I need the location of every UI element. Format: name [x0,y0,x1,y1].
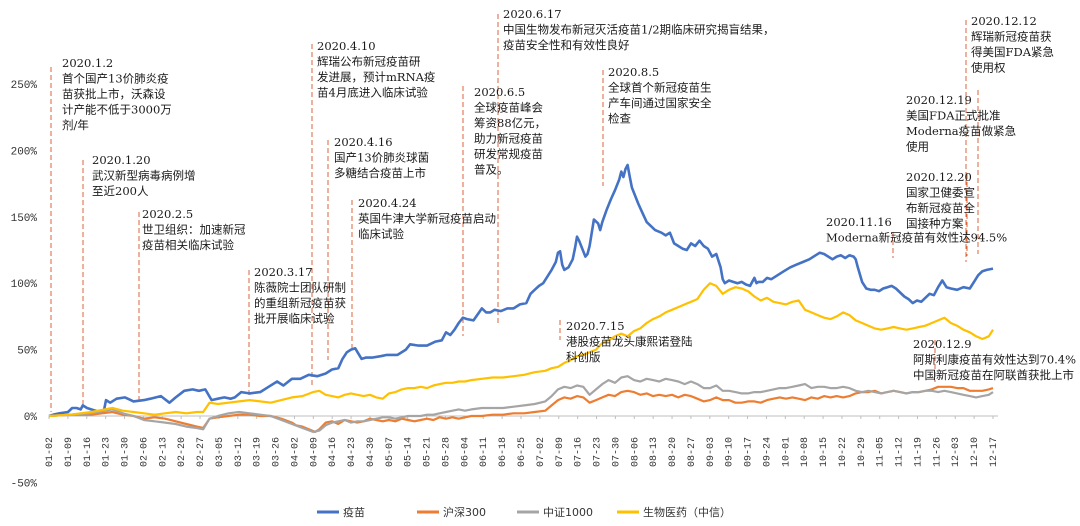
x-tick-label: 10-22 [838,437,849,467]
annotation-text: 2020.6.17 中国生物发布新冠灭活疫苗1/2期临床研究揭盲结果，疫苗安全性和… [503,7,775,52]
annotation-text: 2020.12.19 美国FDA正式批准 Moderna疫苗做紧急使用 [906,93,1016,154]
annotation-text: 2020.12.9 阿斯利康疫苗有效性达到70.4%中国新冠疫苗在阿联酋获批上市 [913,337,1076,382]
series-line [48,282,994,418]
x-tick-label: 03-19 [253,437,264,467]
x-tick-label: 08-20 [668,437,679,467]
annotation-text: 2020.6.5 全球疫苗峰会筹资88亿元，助力新冠疫苗研发常规疫苗普及。 [474,85,546,177]
x-tick-label: 06-25 [517,437,528,467]
series-line [48,375,994,433]
x-tick-label: 01-30 [121,437,132,467]
annotation-leader-lines [50,14,979,412]
annotation-text: 2020.7.15 港股疫苗龙头康熙诺登陆科创版 [566,319,693,364]
y-tick-label: 50% [17,346,37,358]
annotation-text: 2020.12.12 辉瑞新冠疫苗获得美国FDA紧急使用权 [971,14,1054,75]
x-tick-label: 09-17 [744,437,755,467]
series-lines [48,163,994,433]
x-tick-label: 08-06 [630,437,641,467]
legend-label: 中证1000 [543,506,593,519]
x-tick-label: 09-24 [762,437,773,467]
annotation-text: 2020.4.16 国产13价肺炎球菌多糖结合疫苗上市 [334,135,429,180]
x-tick-label: 11-26 [932,437,943,467]
x-tick-label: 05-14 [404,437,415,467]
x-tick-label: 03-12 [234,437,245,467]
x-tick-label: 12-17 [989,437,1000,467]
x-tick-label: 02-13 [158,437,169,467]
x-tick-label: 07-30 [611,437,622,467]
y-tick-label: 150% [11,213,38,225]
x-tick-label: 12-03 [951,437,962,467]
x-tick-label: 11-19 [913,437,924,467]
x-tick-label: 09-10 [725,437,736,467]
series-line [48,163,994,418]
annotation-text: 2020.2.5 世卫组织：加速新冠疫苗相关临床试验 [142,207,246,252]
x-tick-label: 08-13 [649,437,660,467]
annotation-text: 2020.1.2 首个国产13价肺炎疫苗获批上市，沃森设计产能不低于3000万剂/… [62,56,172,132]
x-tick-label: 06-11 [479,437,490,467]
x-tick-label: 04-16 [328,437,339,467]
y-tick-label: 100% [11,279,38,291]
x-tick-label: 12-10 [970,437,981,467]
x-tick-label: 10-08 [800,437,811,467]
x-tick-label: 07-23 [593,437,604,467]
y-tick-label: 250% [11,80,38,92]
x-tick-label: 05-07 [385,437,396,467]
x-tick-label: 03-26 [272,437,283,467]
x-tick-label: 02-27 [196,437,207,467]
x-axis-ticks: 01-02 01-09 01-16 01-23 01-30 02-06 02-13 02-20… [45,416,1000,467]
y-tick-label: 200% [11,146,38,158]
x-tick-label: 04-23 [347,437,358,467]
annotation-text: 2020.1.20 武汉新型病毒病例增至近200人 [92,153,196,198]
annotation-text: 2020.4.10 辉瑞公布新冠疫苗研发进展，预计mRNA疫苗4月底进入临床试验 [317,39,435,100]
x-tick-label: 06-18 [498,437,509,467]
annotation-text: 2020.11.16 Moderna新冠疫苗有效性达94.5% [826,215,1007,245]
x-tick-label: 01-02 [45,437,56,467]
x-tick-label: 08-27 [687,437,698,467]
annotation-text: 2020.3.17 陈薇院士团队研制的重组新冠疫苗获批开展临床试验 [254,265,346,326]
x-tick-label: 01-23 [102,437,113,467]
annotations: 2020.1.2 首个国产13价肺炎疫苗获批上市，沃森设计产能不低于3000万剂/… [62,7,1076,382]
series-line [48,385,994,433]
x-tick-label: 10-01 [781,437,792,467]
x-tick-label: 09-03 [706,437,717,467]
x-tick-label: 02-20 [177,437,188,467]
x-tick-label: 02-06 [139,437,150,467]
x-tick-label: 04-30 [366,437,377,467]
y-axis-ticks: -50% 0% 50% 100% 150% 200% 250% [11,80,38,490]
x-tick-label: 11-12 [895,437,906,467]
x-tick-label: 10-29 [857,437,868,467]
x-tick-label: 04-02 [290,437,301,467]
y-tick-label: 0% [24,412,38,424]
x-tick-label: 01-09 [64,437,75,467]
legend: 疫苗 沪深300 中证1000 生物医药（中信） [317,505,731,519]
x-tick-label: 10-15 [819,437,830,467]
legend-label: 生物医药（中信） [643,505,731,519]
x-tick-label: 07-02 [536,437,547,467]
annotation-text: 2020.12.20 国家卫健委宣布新冠疫苗全国接种方案 [906,170,975,231]
y-tick-label: -50% [11,478,38,490]
annotation-text: 2020.8.5 全球首个新冠疫苗生产车间通过国家安全检查 [608,65,712,126]
x-tick-label: 05-21 [423,437,434,467]
x-tick-label: 11-05 [876,437,887,467]
legend-label: 沪深300 [443,505,486,519]
x-tick-label: 04-09 [309,437,320,467]
x-tick-label: 03-05 [215,437,226,467]
x-tick-label: 06-04 [460,437,471,467]
x-tick-label: 07-09 [555,437,566,467]
x-tick-label: 07-16 [574,437,585,467]
x-tick-label: 05-28 [441,437,452,467]
x-tick-label: 01-16 [83,437,94,467]
annotation-text: 2020.4.24 英国牛津大学新冠疫苗启动临床试验 [358,196,496,241]
legend-label: 疫苗 [343,505,365,519]
